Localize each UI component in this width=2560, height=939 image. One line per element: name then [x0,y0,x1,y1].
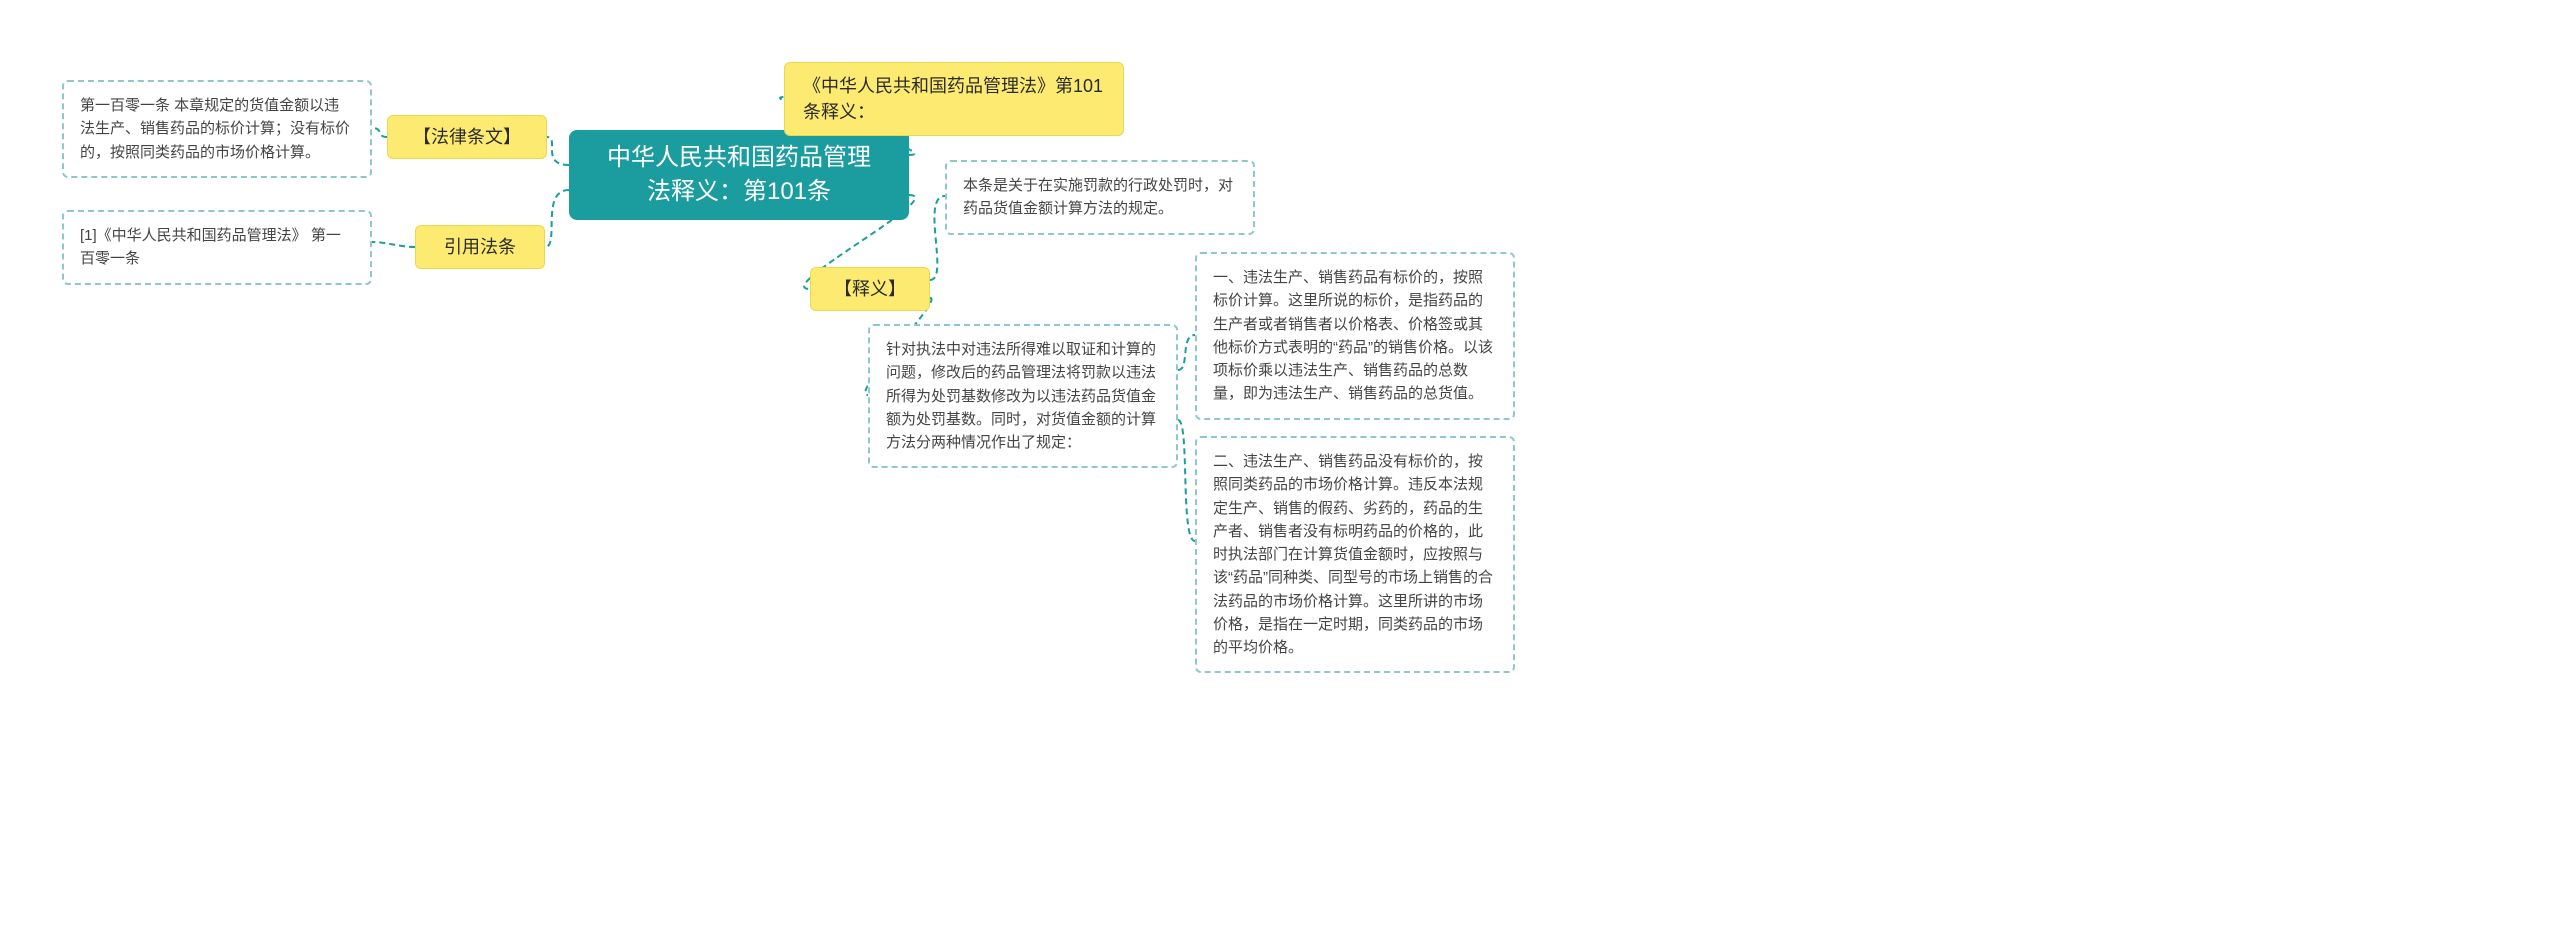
shiyi-1-node: 本条是关于在实施罚款的行政处罚时，对药品货值金额计算方法的规定。 [945,160,1255,235]
root-title: 中华人民共和国药品管理法释义：第101条 [597,141,881,208]
shiyi-label-text: 【释义】 [834,276,906,302]
shiyi-2-text: 针对执法中对违法所得难以取证和计算的问题，修改后的药品管理法将罚款以违法所得为处… [886,338,1160,454]
shiyi-2b-text: 二、违法生产、销售药品没有标价的，按照同类药品的市场价格计算。违反本法规定生产、… [1213,450,1497,659]
shiyi-2b-node: 二、违法生产、销售药品没有标价的，按照同类药品的市场价格计算。违反本法规定生产、… [1195,436,1515,673]
shiyi-2-node: 针对执法中对违法所得难以取证和计算的问题，修改后的药品管理法将罚款以违法所得为处… [868,324,1178,468]
cite-label-text: 引用法条 [444,234,516,260]
law-label-text: 【法律条文】 [413,124,521,150]
cite-text: [1]《中华人民共和国药品管理法》 第一百零一条 [80,224,354,271]
law-text-node: 第一百零一条 本章规定的货值金额以违法生产、销售药品的标价计算；没有标价的，按照… [62,80,372,178]
law-label-node: 【法律条文】 [387,115,547,159]
shiyi-label-node: 【释义】 [810,267,930,311]
shiyi-2a-node: 一、违法生产、销售药品有标价的，按照标价计算。这里所说的标价，是指药品的生产者或… [1195,252,1515,420]
law-text: 第一百零一条 本章规定的货值金额以违法生产、销售药品的标价计算；没有标价的，按照… [80,94,354,164]
def-title-node: 《中华人民共和国药品管理法》第101条释义： [784,62,1124,136]
cite-label-node: 引用法条 [415,225,545,269]
root-node: 中华人民共和国药品管理法释义：第101条 [569,130,909,220]
shiyi-2a-text: 一、违法生产、销售药品有标价的，按照标价计算。这里所说的标价，是指药品的生产者或… [1213,266,1497,406]
cite-text-node: [1]《中华人民共和国药品管理法》 第一百零一条 [62,210,372,285]
def-title-text: 《中华人民共和国药品管理法》第101条释义： [803,73,1105,125]
shiyi-1-text: 本条是关于在实施罚款的行政处罚时，对药品货值金额计算方法的规定。 [963,174,1237,221]
